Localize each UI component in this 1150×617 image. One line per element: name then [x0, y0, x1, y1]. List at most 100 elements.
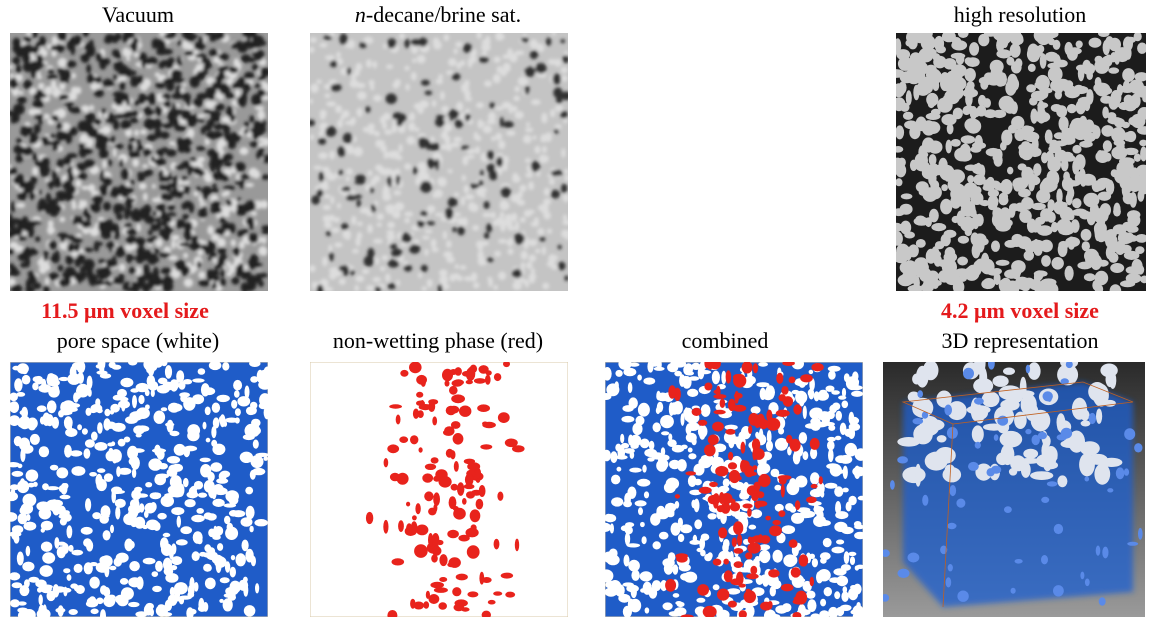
texture — [668, 552, 676, 562]
texture — [810, 577, 814, 586]
texture — [1025, 242, 1035, 254]
texture — [525, 86, 530, 95]
texture — [431, 239, 437, 248]
texture — [14, 145, 22, 151]
texture — [675, 494, 680, 499]
texture — [1089, 38, 1102, 48]
texture — [1089, 413, 1096, 424]
texture — [207, 240, 213, 248]
texture — [507, 54, 514, 59]
texture — [1118, 160, 1134, 175]
texture — [67, 525, 73, 538]
texture — [116, 466, 121, 477]
texture — [198, 598, 204, 612]
texture — [1071, 219, 1080, 233]
texture — [404, 66, 409, 71]
texture — [923, 419, 945, 431]
texture — [79, 147, 87, 158]
texture — [1081, 420, 1091, 426]
texture — [37, 587, 42, 592]
texture — [387, 38, 396, 48]
texture — [514, 111, 523, 119]
texture — [181, 203, 187, 210]
texture — [22, 129, 29, 138]
texture — [48, 241, 57, 250]
texture — [50, 205, 62, 212]
texture — [670, 407, 680, 414]
texture — [239, 147, 248, 155]
texture — [503, 162, 508, 171]
texture — [323, 215, 331, 222]
texture — [158, 463, 168, 469]
texture — [454, 604, 465, 612]
texture — [432, 416, 437, 425]
texture — [388, 283, 396, 289]
texture — [525, 172, 533, 177]
texture — [1041, 442, 1049, 459]
texture — [759, 550, 770, 563]
texture — [1124, 428, 1135, 440]
texture — [57, 159, 64, 169]
texture — [385, 273, 390, 282]
texture — [963, 105, 975, 114]
texture — [96, 479, 107, 491]
texture — [196, 186, 201, 192]
texture — [1078, 66, 1085, 81]
ct-vacuum — [10, 33, 268, 291]
texture — [1071, 118, 1086, 130]
texture — [72, 202, 77, 210]
texture — [478, 250, 484, 260]
texture — [337, 203, 341, 209]
texture — [28, 271, 35, 276]
texture — [720, 399, 726, 408]
texture — [991, 466, 1001, 474]
texture — [513, 96, 519, 102]
texture — [1052, 257, 1064, 270]
texture — [14, 534, 20, 543]
texture — [969, 42, 979, 56]
texture — [829, 405, 837, 413]
texture — [254, 84, 262, 88]
texture — [768, 569, 779, 577]
texture — [187, 128, 195, 138]
texture — [123, 49, 132, 57]
texture — [17, 363, 29, 374]
texture — [331, 84, 342, 92]
texture — [741, 442, 746, 454]
texture — [189, 241, 201, 250]
texture — [455, 42, 463, 48]
texture — [623, 368, 636, 377]
texture — [890, 480, 895, 490]
texture — [795, 591, 807, 605]
texture — [333, 267, 338, 272]
texture — [799, 554, 809, 566]
texture — [129, 151, 140, 158]
texture — [170, 379, 179, 391]
texture — [74, 244, 80, 252]
texture — [400, 370, 408, 377]
texture — [225, 561, 230, 572]
texture — [712, 422, 724, 432]
texture — [245, 200, 256, 211]
texture — [245, 549, 253, 563]
texture — [1098, 192, 1111, 201]
texture — [531, 268, 535, 275]
texture — [1004, 100, 1017, 114]
texture — [324, 171, 332, 178]
texture — [952, 37, 961, 45]
texture — [62, 513, 72, 521]
texture — [90, 227, 100, 236]
texture — [521, 262, 526, 269]
texture — [63, 568, 70, 573]
texture — [937, 97, 953, 112]
texture — [310, 84, 318, 93]
italic-part: n — [355, 2, 366, 27]
texture — [44, 86, 52, 95]
texture — [81, 527, 93, 535]
texture — [1015, 58, 1022, 68]
texture — [152, 586, 162, 592]
texture — [440, 91, 445, 100]
texture — [449, 386, 458, 395]
texture — [429, 143, 440, 151]
texture — [58, 265, 64, 272]
